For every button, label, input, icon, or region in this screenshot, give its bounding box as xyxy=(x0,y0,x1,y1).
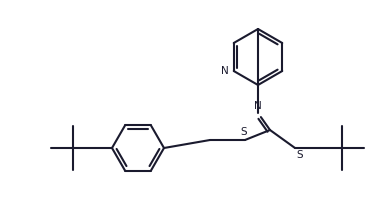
Text: S: S xyxy=(241,127,247,137)
Text: S: S xyxy=(296,150,303,160)
Text: N: N xyxy=(221,66,229,76)
Text: N: N xyxy=(254,101,262,111)
